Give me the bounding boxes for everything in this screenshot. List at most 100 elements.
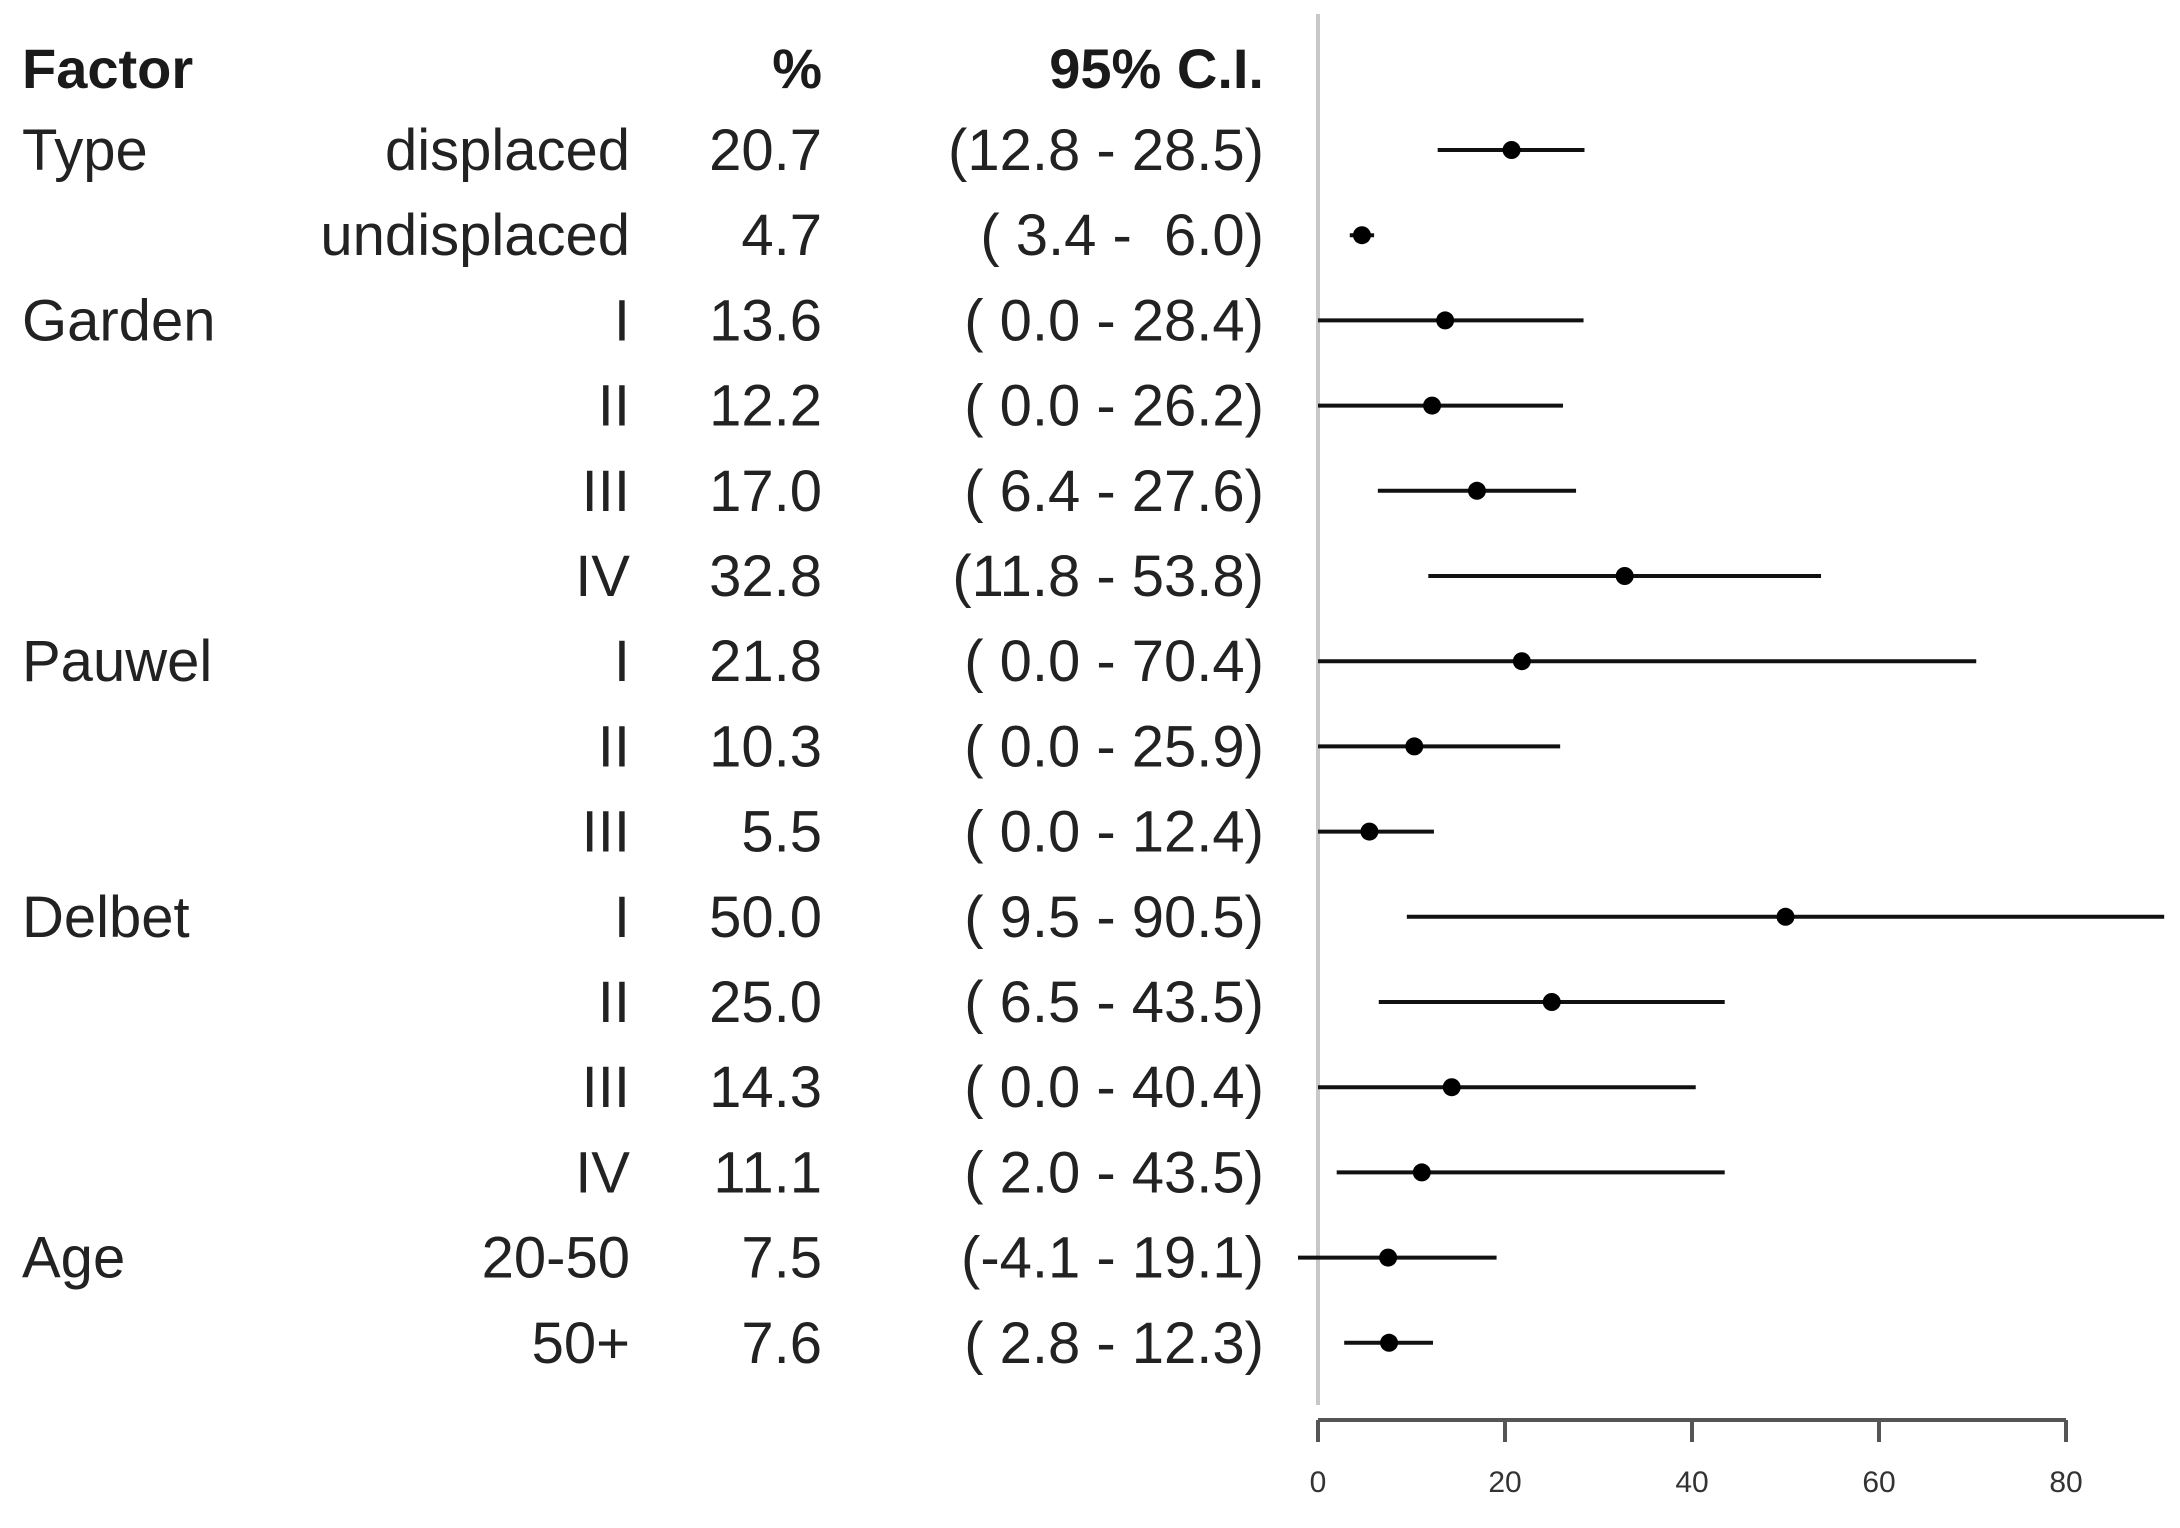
percent-value: 11.1 (713, 1140, 822, 1205)
ci-value: (11.8 - 53.8) (952, 544, 1264, 609)
x-tick-label: 20 (1488, 1466, 1521, 1499)
factor-label: Pauwel (22, 629, 212, 694)
percent-value: 14.3 (709, 1055, 822, 1120)
ci-row-mark (1318, 396, 1563, 415)
ci-value: ( 3.4 - 6.0) (980, 203, 1264, 268)
level-label: IV (575, 544, 630, 609)
header-factor: Factor (22, 37, 193, 100)
header-percent: % (772, 37, 822, 100)
table-row: IV 32.8 (11.8 - 53.8) (575, 544, 1264, 609)
table-row: III 5.5 ( 0.0 - 12.4) (582, 800, 1264, 865)
table-row: 50+ 7.6 ( 2.8 - 12.3) (532, 1311, 1264, 1376)
table-row: II 12.2 ( 0.0 - 26.2) (598, 374, 1264, 439)
point-estimate (1412, 1163, 1431, 1182)
ci-row-mark (1318, 652, 1977, 671)
header-ci: 95% C.I. (1049, 37, 1264, 100)
x-tick-label: 0 (1310, 1466, 1327, 1499)
percent-value: 7.5 (741, 1226, 822, 1291)
point-estimate (1352, 226, 1371, 245)
factor-label: Delbet (22, 885, 190, 950)
percent-value: 4.7 (741, 203, 822, 268)
ci-row-mark (1437, 141, 1585, 159)
point-estimate (1512, 652, 1531, 671)
ci-row-mark (1336, 1163, 1725, 1182)
table-row: IV 11.1 ( 2.0 - 43.5) (575, 1140, 1264, 1205)
factor-label: Type (22, 118, 148, 183)
level-label: III (582, 459, 630, 524)
percent-value: 12.2 (709, 374, 822, 439)
point-estimate (1405, 737, 1424, 756)
level-label: II (598, 714, 630, 779)
percent-value: 25.0 (709, 970, 822, 1035)
x-axis: 0 20 40 60 80 (1310, 1418, 2083, 1499)
table-row: III 14.3 ( 0.0 - 40.4) (582, 1055, 1264, 1120)
point-estimate (1360, 822, 1379, 841)
ci-value: ( 0.0 - 28.4) (964, 288, 1264, 353)
ci-value: ( 2.8 - 12.3) (964, 1311, 1264, 1376)
ci-marks (1298, 141, 2165, 1352)
level-label: II (598, 374, 630, 439)
level-label: I (614, 288, 630, 353)
table-row: Age 20-50 7.5 (-4.1 - 19.1) (22, 1226, 1264, 1291)
level-label: undisplaced (320, 203, 630, 268)
percent-value: 7.6 (741, 1311, 822, 1376)
level-label: I (614, 629, 630, 694)
percent-value: 21.8 (709, 629, 822, 694)
table-row: III 17.0 ( 6.4 - 27.6) (582, 459, 1264, 524)
ci-value: ( 0.0 - 25.9) (964, 714, 1264, 779)
x-tick-label: 60 (1862, 1466, 1895, 1499)
ci-value: (-4.1 - 19.1) (961, 1226, 1264, 1291)
point-estimate (1502, 141, 1521, 159)
ci-row-mark (1344, 1333, 1434, 1352)
point-estimate (1380, 1333, 1399, 1352)
ci-row-mark (1378, 993, 1725, 1011)
point-estimate (1776, 907, 1795, 926)
point-estimate (1615, 567, 1634, 585)
plot-area (1298, 14, 2165, 1405)
table-row: II 10.3 ( 0.0 - 25.9) (598, 714, 1264, 779)
ci-value: ( 2.0 - 43.5) (964, 1140, 1264, 1205)
table-row: Garden I 13.6 ( 0.0 - 28.4) (22, 288, 1264, 353)
ci-value: ( 0.0 - 70.4) (964, 629, 1264, 694)
percent-value: 20.7 (709, 118, 822, 183)
ci-row-mark (1318, 822, 1434, 841)
point-estimate (1467, 481, 1486, 500)
ci-value: ( 6.5 - 43.5) (964, 970, 1264, 1035)
percent-value: 5.5 (741, 800, 822, 865)
level-label: 20-50 (482, 1226, 630, 1291)
x-tick-label: 80 (2049, 1466, 2082, 1499)
point-estimate (1442, 1078, 1461, 1097)
point-estimate (1436, 311, 1455, 330)
table-row: undisplaced 4.7 ( 3.4 - 6.0) (320, 203, 1264, 268)
ci-value: (12.8 - 28.5) (948, 118, 1264, 183)
table-row: II 25.0 ( 6.5 - 43.5) (598, 970, 1264, 1035)
level-label: 50+ (532, 1311, 630, 1376)
ci-row-mark (1406, 907, 2165, 926)
ci-row-mark (1298, 1248, 1497, 1267)
level-label: displaced (385, 118, 630, 183)
percent-value: 13.6 (709, 288, 822, 353)
factor-label: Garden (22, 288, 215, 353)
level-label: II (598, 970, 630, 1035)
ci-row-mark (1318, 1078, 1696, 1097)
ci-value: ( 0.0 - 26.2) (964, 374, 1264, 439)
level-label: I (614, 885, 630, 950)
ci-value: ( 0.0 - 12.4) (964, 800, 1264, 865)
percent-value: 10.3 (709, 714, 822, 779)
percent-value: 17.0 (709, 459, 822, 524)
table-row: Type displaced 20.7 (12.8 - 28.5) (22, 118, 1264, 183)
ci-row-mark (1318, 311, 1584, 330)
point-estimate (1542, 993, 1561, 1011)
ci-row-mark (1428, 567, 1822, 585)
table-headers: Factor % 95% C.I. (22, 37, 1264, 100)
ci-value: ( 6.4 - 27.6) (964, 459, 1264, 524)
point-estimate (1423, 396, 1442, 415)
factor-label: Age (22, 1226, 125, 1291)
ci-row-mark (1377, 481, 1577, 500)
percent-value: 32.8 (709, 544, 822, 609)
table-row: Pauwel I 21.8 ( 0.0 - 70.4) (22, 629, 1264, 694)
level-label: IV (575, 1140, 630, 1205)
ci-row-mark (1349, 226, 1375, 245)
ci-value: ( 9.5 - 90.5) (964, 885, 1264, 950)
